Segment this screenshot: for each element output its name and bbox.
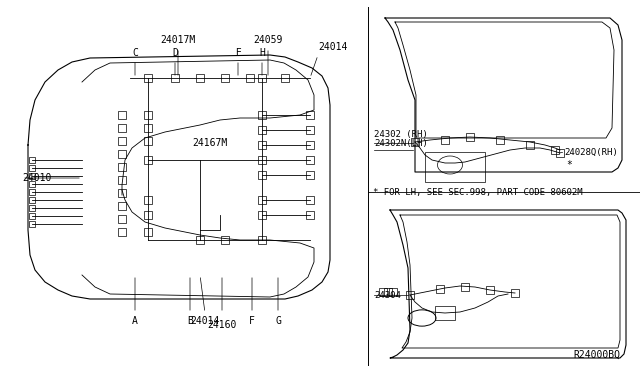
Text: * FOR LH, SEE SEC.998, PART CODE 80602M: * FOR LH, SEE SEC.998, PART CODE 80602M	[373, 189, 582, 198]
Text: 24014: 24014	[190, 316, 220, 326]
Text: R24000BQ: R24000BQ	[573, 350, 620, 360]
Text: E: E	[235, 48, 241, 58]
Text: D: D	[172, 48, 178, 58]
Text: 24302N(LH): 24302N(LH)	[374, 139, 428, 148]
Text: B: B	[187, 316, 193, 326]
Bar	[435, 306, 455, 320]
Text: A: A	[132, 316, 138, 326]
Text: 24014: 24014	[318, 42, 348, 52]
Text: 24028Q(RH): 24028Q(RH)	[564, 148, 618, 157]
Text: 24304: 24304	[374, 291, 401, 299]
Bar	[425, 152, 485, 182]
Text: C: C	[132, 48, 138, 58]
Text: *: *	[566, 160, 572, 170]
Text: 24167M: 24167M	[193, 138, 228, 148]
Text: 24059: 24059	[253, 35, 283, 45]
Text: H: H	[259, 48, 265, 58]
Text: 24017M: 24017M	[161, 35, 196, 45]
Text: 24160: 24160	[207, 320, 237, 330]
Text: 24302 (RH): 24302 (RH)	[374, 130, 428, 139]
Text: G: G	[275, 316, 281, 326]
Text: 24010: 24010	[22, 173, 51, 183]
Text: F: F	[249, 316, 255, 326]
